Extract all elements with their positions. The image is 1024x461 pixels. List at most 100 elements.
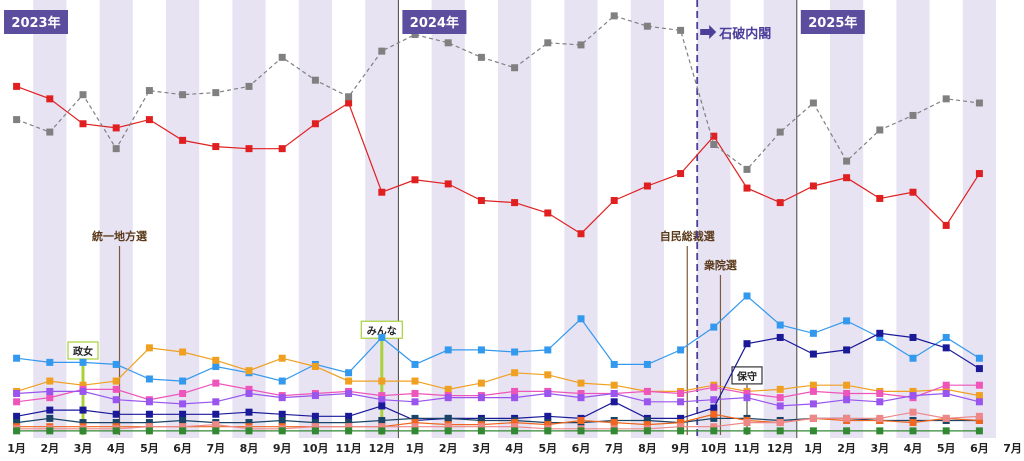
month-band [99,0,133,438]
data-point [212,363,220,371]
data-point [444,427,452,435]
data-point [843,346,851,354]
month-tick-label: 11月 [734,442,760,455]
data-point [843,390,851,397]
data-point [378,423,386,431]
data-point [278,416,286,424]
data-point [145,419,153,427]
year-dividers [397,0,798,438]
data-point [942,381,950,389]
series [13,12,983,173]
data-point [444,385,452,393]
year-label: 2023年 [11,15,60,31]
data-point [544,39,552,47]
data-point [975,392,983,400]
series [13,427,983,435]
month-tick-label: 7月 [605,442,624,455]
data-point [677,419,685,427]
data-point [710,141,718,148]
data-point [577,379,585,387]
data-point [710,396,718,404]
data-point [776,427,784,435]
data-point [909,427,917,435]
data-point [145,398,153,406]
data-point [278,53,286,61]
data-point [179,423,187,431]
data-point [710,132,718,140]
data-point [278,410,286,418]
data-point [179,348,187,356]
data-point [876,329,884,337]
data-point [311,427,319,435]
year-label: 2024年 [410,15,459,31]
data-point [511,419,519,427]
data-point [942,95,950,103]
data-point [643,421,651,429]
data-point [544,421,552,429]
data-point [511,369,519,377]
year-badge [800,10,865,34]
data-point [577,416,585,424]
month-band [763,0,797,438]
data-point [477,346,485,354]
data-point [245,385,253,393]
data-point [46,377,54,385]
data-point [145,423,153,431]
month-tick-label: 12月 [369,442,395,455]
data-point [245,145,253,153]
data-point [345,412,353,420]
data-point [46,95,54,103]
data-point [610,398,618,406]
data-point [643,22,651,30]
data-point [79,387,87,395]
data-point [278,394,286,402]
data-point [710,404,718,412]
series-line [16,85,980,235]
data-point [975,354,983,362]
month-band [33,0,67,438]
data-point [843,427,851,435]
data-point [112,145,120,153]
data-point [378,392,386,400]
data-point [743,427,751,435]
data-point [444,414,452,422]
data-point [79,91,87,99]
data-point [610,360,618,368]
data-point [13,412,21,420]
data-point [975,381,983,389]
month-band [498,0,532,438]
data-point [743,292,751,300]
data-point [13,116,21,124]
data-point [46,394,54,402]
data-point [610,197,618,205]
data-point [411,176,419,184]
month-tick-label: 6月 [572,442,591,455]
data-point [411,427,419,435]
month-band [564,0,598,438]
month-tick-label: 9月 [671,442,690,455]
series [13,82,983,238]
data-point [876,390,884,397]
data-point [843,381,851,389]
data-point [145,410,153,418]
data-point [13,354,21,362]
data-point [477,379,485,387]
data-point [477,53,485,61]
data-point [411,419,419,427]
data-point [710,427,718,435]
data-point [444,346,452,354]
data-point [544,371,552,379]
month-tick-label: 4月 [107,442,126,455]
data-point [809,387,817,395]
data-point [511,64,519,72]
event-marker: 石破内閣 [696,0,771,438]
data-point [444,423,452,431]
data-point [776,321,784,329]
data-point [145,427,153,435]
data-point [477,197,485,205]
data-point [278,377,286,385]
data-point [511,199,519,207]
data-point [776,402,784,410]
month-tick-label: 6月 [173,442,192,455]
